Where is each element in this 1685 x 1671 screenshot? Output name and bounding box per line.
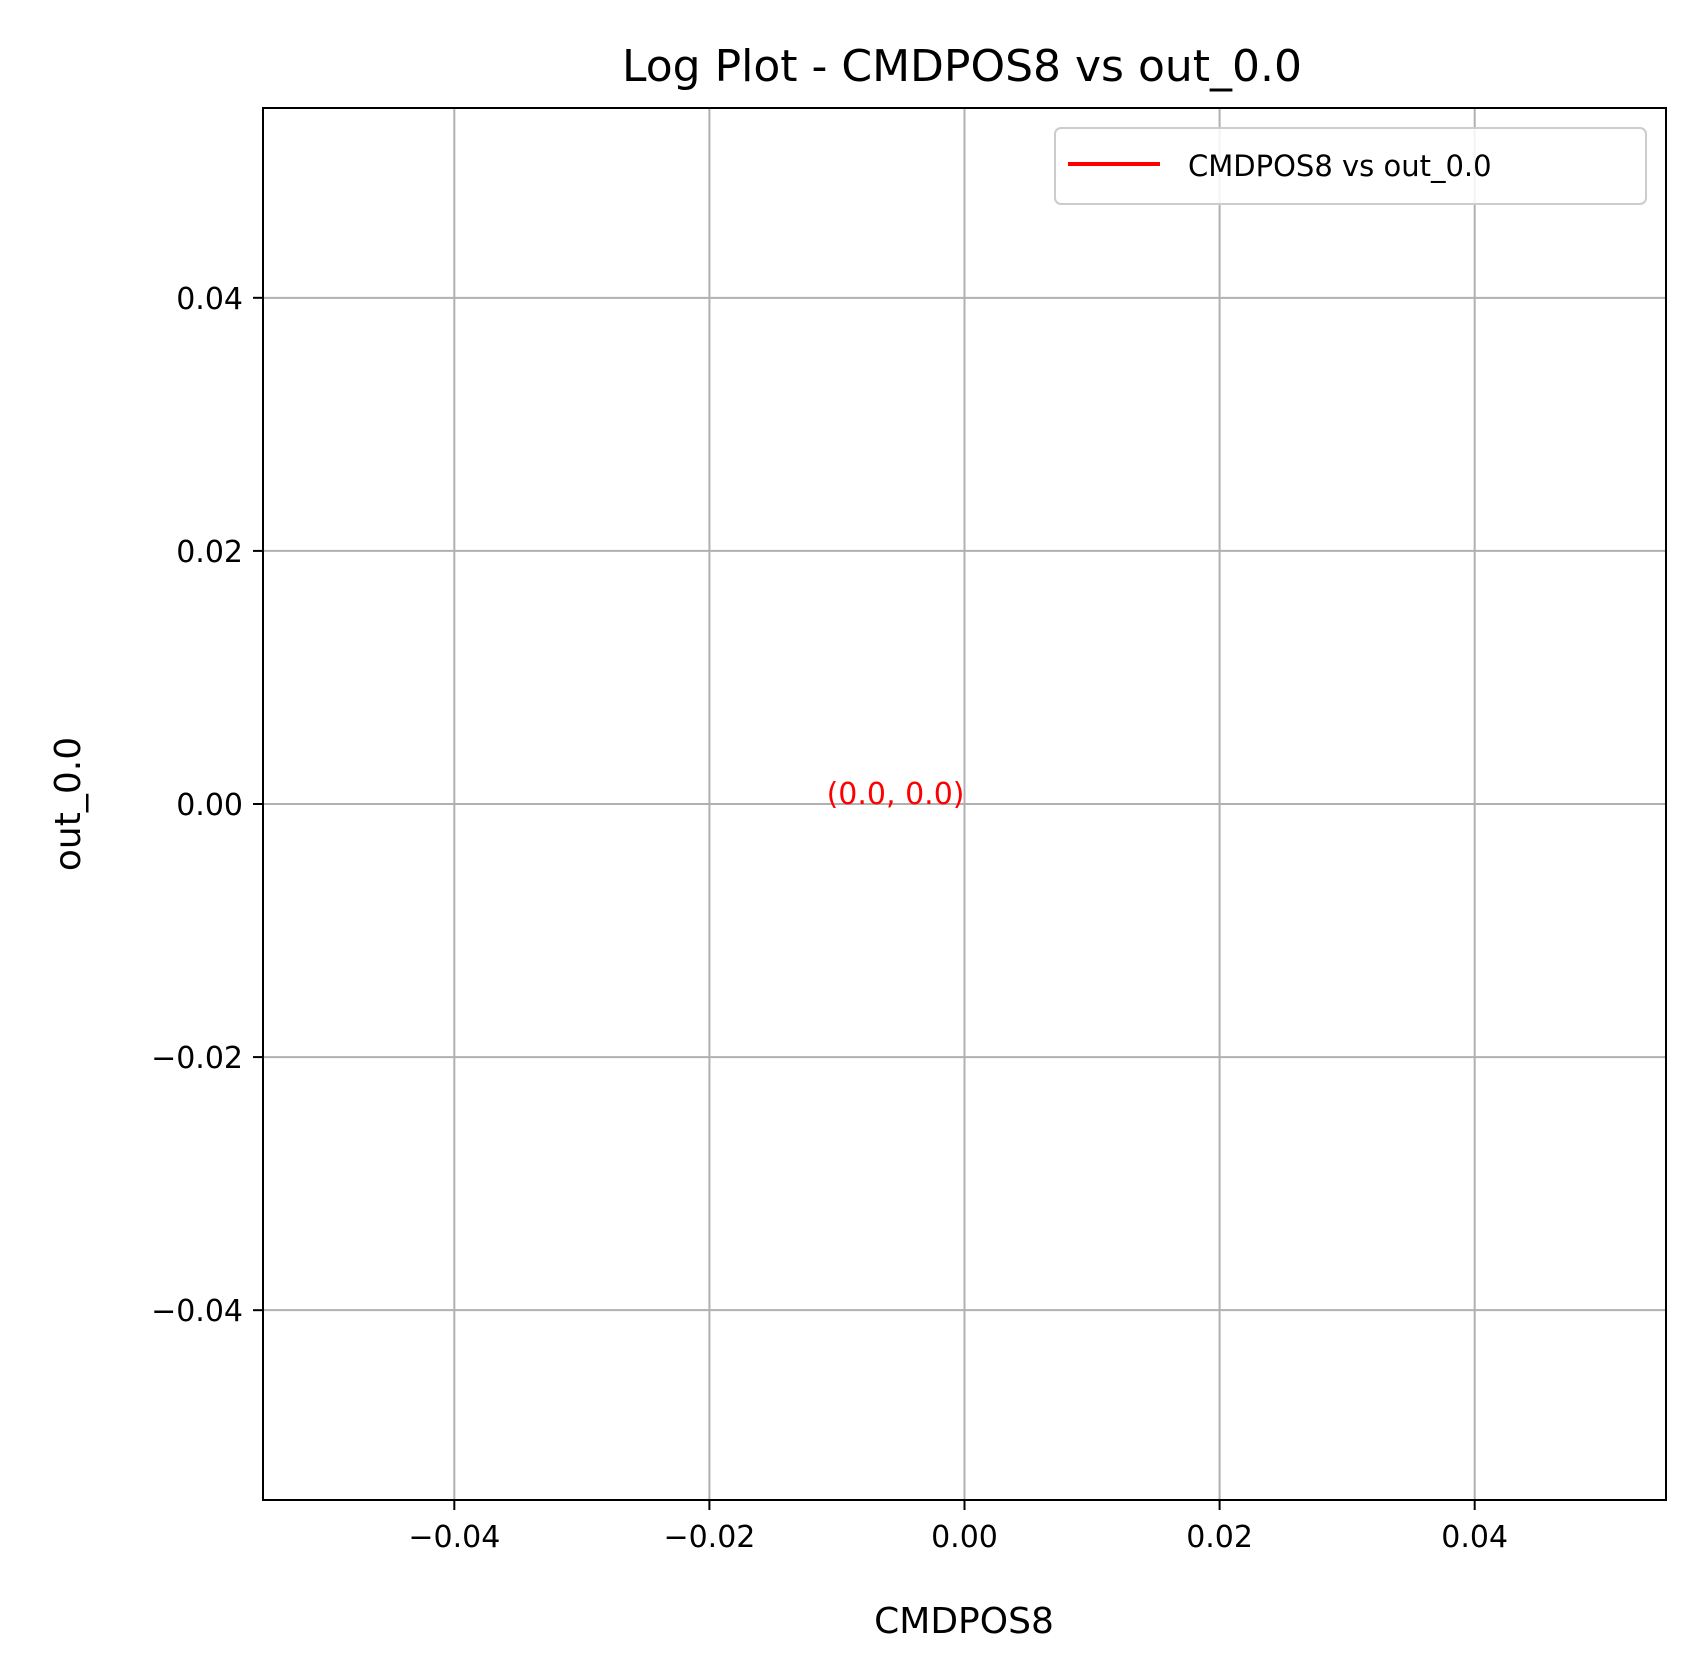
x-tick-label: −0.02 xyxy=(663,1520,755,1555)
y-axis-label: out_0.0 xyxy=(48,737,89,871)
x-tick-label: 0.04 xyxy=(1441,1520,1508,1555)
x-tick-label: −0.04 xyxy=(408,1520,500,1555)
x-tick-label: 0.02 xyxy=(1186,1520,1253,1555)
legend: CMDPOS8 vs out_0.0 xyxy=(1054,127,1647,205)
legend-label: CMDPOS8 vs out_0.0 xyxy=(1188,149,1492,183)
x-tick-label: 0.00 xyxy=(931,1520,998,1555)
annotation-layer: (0.0, 0.0) xyxy=(827,777,965,812)
y-tick-label: −0.04 xyxy=(151,1294,243,1329)
tick-layer: −0.04 −0.02 0.00 0.02 0.04 −0.04 −0.02 0.00 0.02… xyxy=(151,282,1508,1555)
data-point-annotation: (0.0, 0.0) xyxy=(827,777,965,812)
y-tick-label: 0.00 xyxy=(176,788,243,823)
grid-layer xyxy=(263,108,1666,1500)
chart-title: Log Plot - CMDPOS8 vs out_0.0 xyxy=(622,41,1302,92)
y-tick-label: 0.04 xyxy=(176,282,243,317)
legend-box xyxy=(1054,127,1647,205)
y-tick-label: −0.02 xyxy=(151,1041,243,1076)
y-tick-label: 0.02 xyxy=(176,535,243,570)
x-axis-label: CMDPOS8 xyxy=(874,1601,1054,1642)
